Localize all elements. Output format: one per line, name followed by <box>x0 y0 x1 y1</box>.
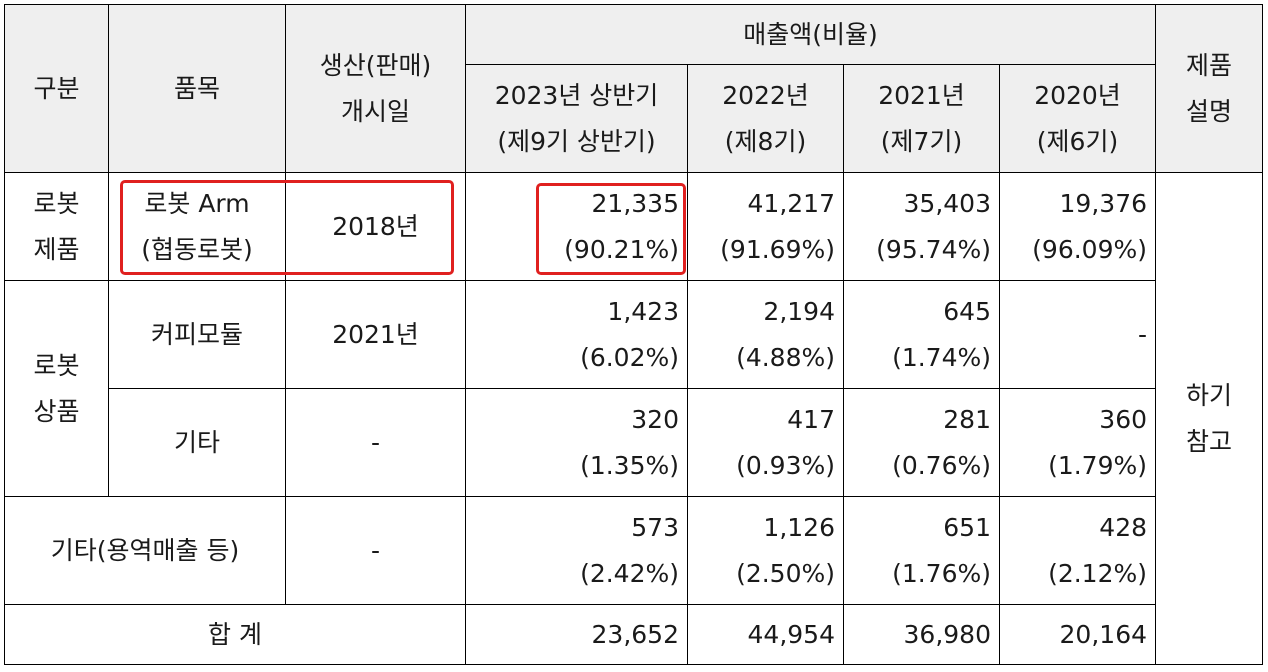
header-description: 제품 설명 <box>1155 4 1264 173</box>
header-launch-date: 생산(판매) 개시일 <box>285 4 466 173</box>
value-cell: 645 (1.74%) <box>843 280 1000 389</box>
total-value: 44,954 <box>687 604 844 665</box>
value-cell: 320 (1.35%) <box>465 388 688 497</box>
value-cell: 1,423 (6.02%) <box>465 280 688 389</box>
total-value: 36,980 <box>843 604 1000 665</box>
description-cell: 하기 참고 <box>1155 172 1264 665</box>
table-row: 로봇 상품 커피모듈 2021년 1,423 (6.02%) 2,194 (4.88%… <box>4 280 1263 497</box>
sales-table: 구분 품목 생산(판매) 개시일 매출액(비율) 제품 설명 2023년 상반기 (제… <box>4 4 1264 665</box>
header-period-2022: 2022년 (제8기) <box>687 64 844 173</box>
total-value: 20,164 <box>998 604 1157 665</box>
value-cell: 281 (0.76%) <box>843 388 1000 497</box>
value-cell: 428 (2.12%) <box>998 496 1157 605</box>
category-cell: 기타(용역매출 등) <box>4 496 286 605</box>
header-period-2020: 2020년 (제6기) <box>998 64 1157 173</box>
total-value: 23,652 <box>465 604 688 665</box>
total-label: 합 계 <box>4 604 466 665</box>
item-cell: 기타 <box>108 388 286 497</box>
value-cell: 19,376 (96.09%) <box>998 172 1157 281</box>
value-cell: 2,194 (4.88%) <box>687 280 844 389</box>
category-cell: 로봇 상품 <box>4 280 109 497</box>
launch-cell: - <box>285 496 466 605</box>
header-item: 품목 <box>108 4 286 173</box>
value-cell: - <box>998 280 1157 389</box>
value-cell: 573 (2.42%) <box>465 496 688 605</box>
value-cell: 417 (0.93%) <box>687 388 844 497</box>
category-cell: 로봇 제품 <box>4 172 109 281</box>
value-cell: 35,403 (95.74%) <box>843 172 1000 281</box>
header-period-2021: 2021년 (제7기) <box>843 64 1000 173</box>
value-cell: 360 (1.79%) <box>998 388 1157 497</box>
header-category: 구분 <box>4 4 109 173</box>
value-cell: 41,217 (91.69%) <box>687 172 844 281</box>
launch-cell: 2021년 <box>285 280 466 389</box>
table-row: 로봇 제품 로봇 Arm (협동로봇) 2018년 21,335 (90.21%) 4… <box>4 172 1264 665</box>
highlight-box-value <box>536 183 686 275</box>
header-sales: 매출액(비율) <box>464 4 1157 65</box>
launch-cell: 2018년 <box>285 172 466 281</box>
launch-cell: - <box>285 388 466 497</box>
value-cell: 1,126 (2.50%) <box>687 496 844 605</box>
item-cell: 커피모듈 <box>108 280 286 389</box>
header-period-2023h1: 2023년 상반기 (제9기 상반기) <box>465 64 688 173</box>
highlight-box-item <box>120 180 454 275</box>
total-row: 합 계 23,652 44,954 36,980 20,164 <box>4 604 1263 665</box>
table-row: 기타(용역매출 등) - 573 (2.42%) 1,126 (2.50%) 651… <box>4 496 1263 605</box>
value-cell: 651 (1.76%) <box>843 496 1000 605</box>
table-row: 기타 - 320 (1.35%) 417 (0.93%) 281 (0.76%) 36… <box>5 388 1263 497</box>
